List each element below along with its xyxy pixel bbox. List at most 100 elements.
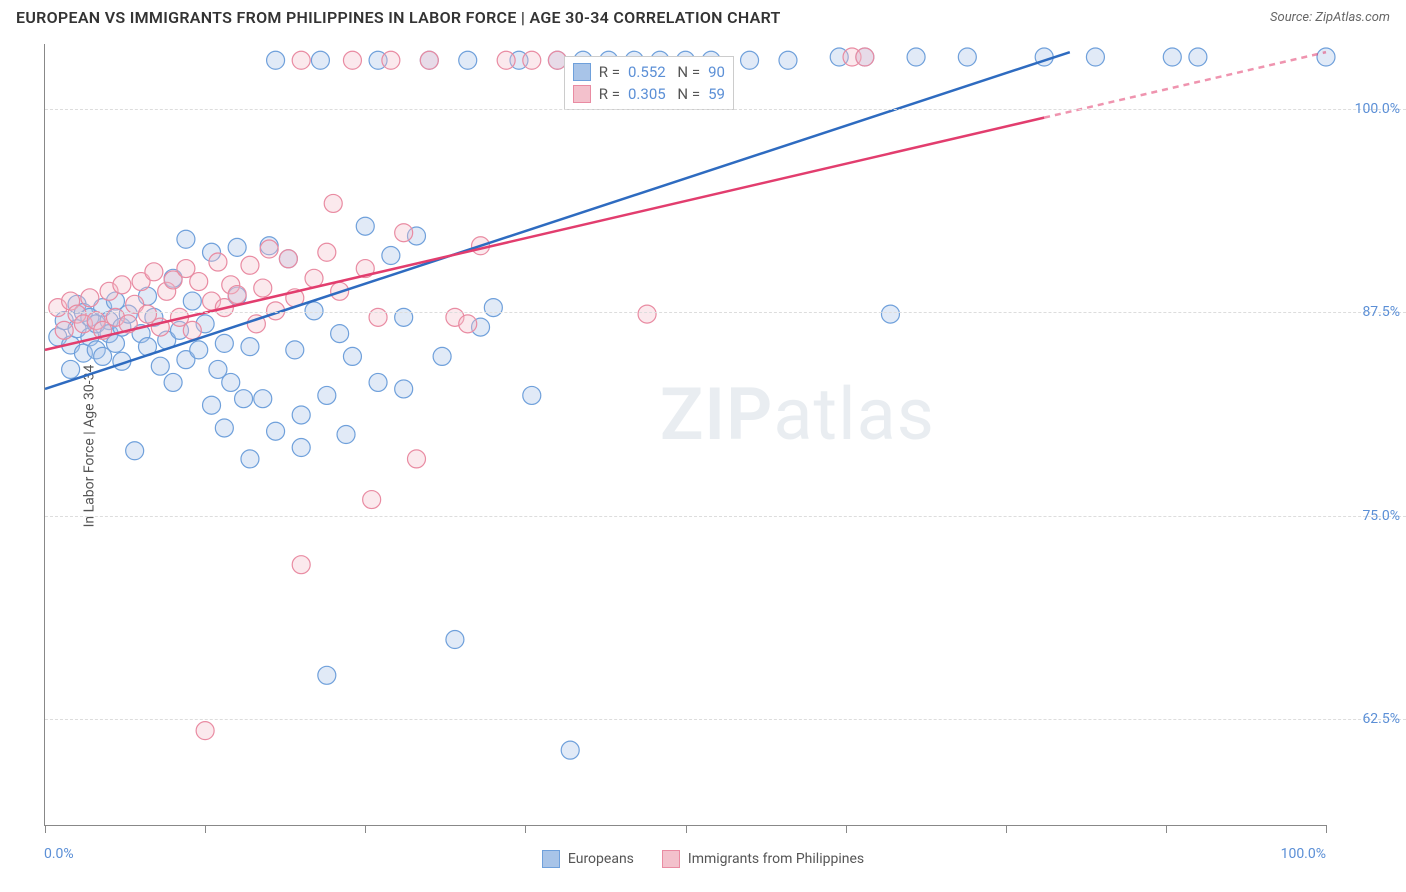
data-point-philippines bbox=[254, 279, 272, 297]
data-point-europeans bbox=[318, 386, 336, 404]
y-tick-label: 62.5% bbox=[1362, 711, 1400, 727]
data-point-philippines bbox=[638, 305, 656, 323]
data-point-europeans bbox=[228, 238, 246, 256]
data-point-europeans bbox=[881, 305, 899, 323]
y-tick-label: 100.0% bbox=[1355, 101, 1400, 117]
trend-line-europeans bbox=[45, 52, 1070, 389]
data-point-europeans bbox=[779, 51, 797, 69]
data-point-europeans bbox=[395, 308, 413, 326]
stat-n-label: N = bbox=[674, 63, 700, 81]
stat-r-value-europeans: 0.552 bbox=[628, 63, 666, 81]
data-point-europeans bbox=[395, 380, 413, 398]
data-point-philippines bbox=[113, 276, 131, 294]
data-point-europeans bbox=[1086, 48, 1104, 66]
data-point-europeans bbox=[523, 386, 541, 404]
data-point-philippines bbox=[363, 491, 381, 509]
data-point-europeans bbox=[561, 741, 579, 759]
chart-header: EUROPEAN VS IMMIGRANTS FROM PHILIPPINES … bbox=[0, 0, 1406, 33]
data-point-europeans bbox=[151, 357, 169, 375]
chart-plot-area: ZIPatlas R = 0.552 N = 90 R = 0.305 N = … bbox=[44, 44, 1326, 826]
data-point-philippines bbox=[856, 48, 874, 66]
data-point-europeans bbox=[343, 347, 361, 365]
legend-label-europeans: Europeans bbox=[568, 851, 634, 867]
data-point-europeans bbox=[1163, 48, 1181, 66]
data-point-europeans bbox=[484, 299, 502, 317]
data-point-europeans bbox=[215, 334, 233, 352]
stat-row-europeans: R = 0.552 N = 90 bbox=[573, 61, 725, 83]
data-point-europeans bbox=[177, 230, 195, 248]
data-point-europeans bbox=[433, 347, 451, 365]
stat-row-philippines: R = 0.305 N = 59 bbox=[573, 83, 725, 105]
data-point-philippines bbox=[395, 224, 413, 242]
data-point-europeans bbox=[907, 48, 925, 66]
trend-line-dashed-philippines bbox=[1044, 52, 1326, 118]
chart-svg bbox=[45, 44, 1326, 825]
correlation-stat-box: R = 0.552 N = 90 R = 0.305 N = 59 bbox=[564, 56, 734, 110]
data-point-europeans bbox=[318, 666, 336, 684]
data-point-europeans bbox=[311, 51, 329, 69]
data-point-philippines bbox=[260, 240, 278, 258]
data-point-europeans bbox=[741, 51, 759, 69]
legend-item-europeans: Europeans bbox=[542, 850, 634, 868]
data-point-europeans bbox=[62, 360, 80, 378]
data-point-europeans bbox=[126, 442, 144, 460]
data-point-europeans bbox=[286, 341, 304, 359]
bottom-legend: Europeans Immigrants from Philippines bbox=[0, 850, 1406, 868]
data-point-europeans bbox=[292, 406, 310, 424]
legend-label-philippines: Immigrants from Philippines bbox=[688, 851, 864, 867]
data-point-europeans bbox=[267, 422, 285, 440]
data-point-europeans bbox=[459, 51, 477, 69]
stat-swatch-philippines bbox=[573, 85, 591, 103]
data-point-europeans bbox=[215, 419, 233, 437]
data-point-philippines bbox=[55, 321, 73, 339]
data-point-philippines bbox=[497, 51, 515, 69]
data-point-philippines bbox=[241, 256, 259, 274]
data-point-europeans bbox=[222, 373, 240, 391]
stat-n-value-europeans: 90 bbox=[708, 63, 725, 81]
data-point-philippines bbox=[183, 321, 201, 339]
data-point-philippines bbox=[523, 51, 541, 69]
data-point-europeans bbox=[382, 247, 400, 265]
stat-r-label: R = bbox=[599, 63, 620, 81]
data-point-philippines bbox=[279, 250, 297, 268]
data-point-philippines bbox=[318, 243, 336, 261]
legend-swatch-europeans bbox=[542, 850, 560, 868]
data-point-europeans bbox=[356, 217, 374, 235]
data-point-philippines bbox=[292, 51, 310, 69]
y-tick-label: 75.0% bbox=[1362, 508, 1400, 524]
legend-swatch-philippines bbox=[662, 850, 680, 868]
data-point-philippines bbox=[292, 556, 310, 574]
data-point-europeans bbox=[331, 325, 349, 343]
stat-r-label: R = bbox=[599, 85, 620, 103]
data-point-europeans bbox=[241, 338, 259, 356]
data-point-europeans bbox=[190, 341, 208, 359]
data-point-philippines bbox=[145, 263, 163, 281]
data-point-europeans bbox=[337, 426, 355, 444]
data-point-europeans bbox=[305, 302, 323, 320]
stat-swatch-europeans bbox=[573, 63, 591, 81]
data-point-europeans bbox=[164, 373, 182, 391]
chart-title: EUROPEAN VS IMMIGRANTS FROM PHILIPPINES … bbox=[16, 8, 781, 27]
data-point-philippines bbox=[382, 51, 400, 69]
data-point-europeans bbox=[203, 396, 221, 414]
data-point-philippines bbox=[190, 273, 208, 291]
chart-source: Source: ZipAtlas.com bbox=[1270, 10, 1390, 25]
data-point-europeans bbox=[235, 390, 253, 408]
data-point-philippines bbox=[369, 308, 387, 326]
data-point-philippines bbox=[228, 286, 246, 304]
data-point-europeans bbox=[369, 373, 387, 391]
data-point-philippines bbox=[420, 51, 438, 69]
data-point-philippines bbox=[209, 253, 227, 271]
data-point-philippines bbox=[324, 194, 342, 212]
legend-item-philippines: Immigrants from Philippines bbox=[662, 850, 864, 868]
data-point-philippines bbox=[81, 289, 99, 307]
stat-n-value-philippines: 59 bbox=[708, 85, 725, 103]
data-point-philippines bbox=[343, 51, 361, 69]
data-point-philippines bbox=[305, 269, 323, 287]
stat-r-value-philippines: 0.305 bbox=[628, 85, 666, 103]
data-point-europeans bbox=[446, 631, 464, 649]
data-point-europeans bbox=[292, 439, 310, 457]
data-point-europeans bbox=[241, 450, 259, 468]
data-point-europeans bbox=[183, 292, 201, 310]
data-point-europeans bbox=[1189, 48, 1207, 66]
